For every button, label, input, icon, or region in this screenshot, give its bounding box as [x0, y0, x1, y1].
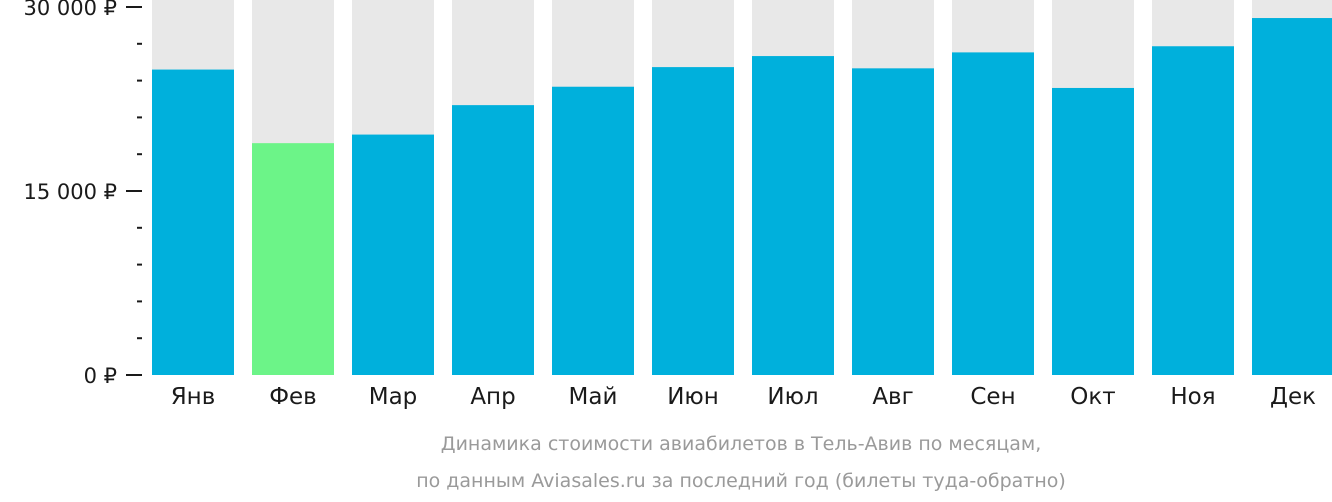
x-tick-label: Мар [369, 384, 418, 410]
y-tick-label: 0 ₽ [84, 364, 117, 388]
chart-caption-line-1: Динамика стоимости авиабилетов в Тель-Ав… [441, 433, 1042, 455]
bar-8 [852, 68, 934, 375]
bar-12 [1252, 18, 1332, 375]
bar-2 [252, 143, 334, 375]
y-axis: 30 000 ₽ 15 000 ₽ 0 ₽ [23, 0, 142, 388]
bar-9 [952, 52, 1034, 376]
x-tick-label: Дек [1270, 384, 1316, 410]
x-axis-labels: Янв Фев Мар Апр Май Июн Июл Авг Сен Окт Ноя Дек [171, 384, 1316, 410]
x-tick-label: Авг [872, 384, 913, 410]
bar-3 [352, 134, 434, 375]
bar-1 [152, 69, 234, 375]
y-tick-label: 15 000 ₽ [23, 180, 117, 204]
bar-5 [552, 86, 634, 375]
bar-7 [752, 56, 834, 376]
bar-4 [452, 105, 534, 375]
bar-6 [652, 67, 734, 376]
y-tick-label: 30 000 ₽ [23, 0, 117, 20]
x-tick-label: Янв [171, 384, 216, 410]
x-tick-label: Фев [269, 384, 317, 410]
chart-caption-line-2: по данным Aviasales.ru за последний год … [416, 470, 1066, 492]
x-tick-label: Май [569, 384, 618, 410]
x-tick-label: Апр [470, 384, 515, 410]
bar-10 [1052, 87, 1134, 376]
x-tick-label: Сен [970, 384, 1015, 410]
x-tick-label: Июн [667, 384, 719, 410]
x-tick-label: Окт [1070, 384, 1115, 410]
bar-layer [152, 18, 1332, 376]
x-tick-label: Ноя [1170, 384, 1215, 410]
bar-11 [1152, 46, 1234, 376]
x-tick-label: Июл [767, 384, 818, 410]
